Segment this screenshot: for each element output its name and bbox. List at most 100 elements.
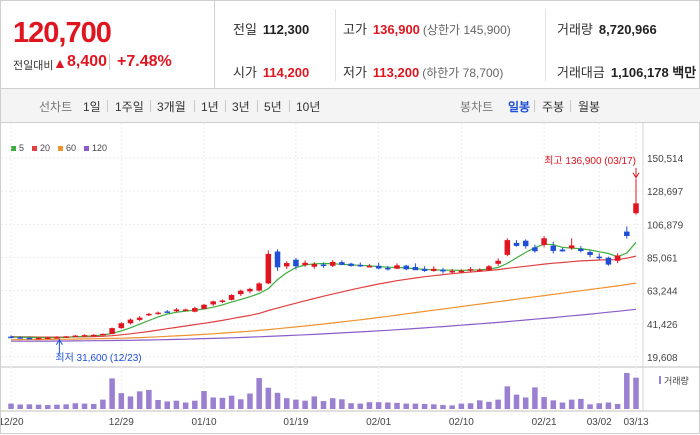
candle-body — [136, 317, 143, 320]
monthly-candle-button[interactable]: 월봉 — [578, 100, 601, 114]
y-tick-label: 41,426 — [647, 320, 678, 331]
candle-body — [559, 249, 566, 252]
volume-bar — [256, 378, 262, 409]
up-arrow-icon — [55, 338, 63, 346]
period-1w-button[interactable]: 1주일 — [115, 100, 144, 114]
open-label: 시가 — [233, 65, 257, 80]
volume-bar — [109, 378, 115, 409]
volume-bar — [26, 404, 33, 409]
candle-body — [201, 304, 207, 309]
volume-bar — [173, 400, 180, 409]
volume-bar — [403, 403, 409, 409]
legend-ma5: 5 — [11, 143, 24, 153]
candle-body — [329, 262, 336, 266]
volume-bar — [385, 402, 391, 409]
period-5y-button[interactable]: 5년 — [264, 100, 282, 114]
candle-body — [495, 260, 501, 264]
y-tick-label: 150,514 — [647, 154, 684, 165]
volume-value: 8,720,966 — [598, 22, 657, 37]
ma120-line — [11, 308, 637, 342]
divider — [257, 100, 258, 112]
volume-bar — [476, 400, 483, 409]
candle-body — [541, 238, 547, 245]
x-tick-label: 03/02 — [587, 417, 612, 428]
candle-body — [633, 203, 639, 214]
volume-bar — [100, 399, 106, 409]
candle-body — [192, 308, 198, 312]
divider — [545, 9, 546, 81]
price-box: 120,700 전일대비 ▲ 8,400 +7.48% — [1, 1, 215, 89]
legend-label: 120 — [92, 143, 108, 153]
candle-chart-title: 봉차트 — [460, 100, 494, 114]
candle-body — [26, 337, 33, 340]
candle-body — [385, 267, 391, 270]
candle-body — [339, 262, 345, 265]
volume-bar — [541, 397, 547, 409]
volume-bar — [155, 400, 161, 409]
candle-body — [440, 269, 446, 272]
open-value: 114,200 — [262, 65, 310, 80]
volume-bar — [320, 401, 327, 409]
trade-amount: 거래대금 1,106,178 백만 — [557, 62, 696, 81]
volume-bar — [421, 403, 428, 409]
volume-bar — [587, 404, 593, 409]
candle-body — [109, 328, 115, 334]
volume-bar — [247, 393, 253, 409]
candle-body — [467, 269, 474, 271]
prev-close-value: 112,300 — [262, 22, 310, 37]
high-price: 고가 136,900 (상한가 145,900) — [343, 19, 511, 38]
volume-bar — [302, 400, 308, 409]
candle-body — [624, 231, 630, 237]
weekly-candle-button[interactable]: 주봉 — [542, 100, 565, 114]
period-3y-button[interactable]: 3년 — [232, 100, 250, 114]
candle-body — [164, 311, 171, 313]
candle-body — [596, 256, 602, 259]
candle-body — [449, 270, 455, 273]
candle-body — [265, 253, 272, 284]
candle-body — [256, 283, 262, 291]
divider — [194, 100, 195, 112]
volume-bar — [81, 403, 88, 409]
ma20-line — [10, 255, 637, 338]
down-arrow-icon — [632, 172, 640, 179]
up-arrow-icon: ▲ — [53, 55, 67, 71]
volume-bar — [486, 401, 492, 409]
daily-candle-button[interactable]: 일봉 — [508, 100, 531, 114]
volume-bar — [45, 405, 51, 409]
low-value: 113,200 — [372, 65, 420, 80]
candle-body — [375, 265, 382, 269]
volume-bar — [633, 377, 639, 409]
candle-body — [210, 301, 216, 305]
candle-body — [486, 266, 492, 271]
high-value: 136,900 — [372, 22, 420, 37]
volume-bar — [568, 399, 575, 409]
candle-body — [614, 255, 621, 261]
legend-label: 60 — [66, 143, 77, 153]
volume-bar — [90, 403, 97, 409]
candle-body — [513, 242, 520, 246]
divider — [534, 100, 535, 112]
candle-body — [155, 312, 161, 315]
volume-bar — [192, 400, 198, 409]
divider — [107, 100, 108, 112]
candle-body — [81, 335, 88, 337]
candle-body — [228, 294, 235, 300]
volume-bar — [605, 402, 612, 409]
open-price: 시가 114,200 — [233, 62, 309, 81]
volume-legend-swatch — [659, 376, 661, 384]
candle-body — [173, 309, 180, 312]
period-1d-button[interactable]: 1일 — [83, 100, 101, 114]
period-1y-button[interactable]: 1년 — [201, 100, 219, 114]
divider — [289, 100, 290, 112]
legend-swatch — [11, 145, 16, 151]
period-10y-button[interactable]: 10년 — [296, 100, 321, 114]
volume-bar — [228, 395, 235, 409]
upper-limit: (상한가 145,900) — [422, 23, 511, 37]
volume-bar — [63, 404, 69, 409]
y-tick-label: 63,244 — [647, 287, 678, 298]
volume-bar — [596, 403, 602, 409]
period-3m-button[interactable]: 3개월 — [157, 100, 186, 114]
candle-body — [357, 264, 364, 267]
volume-bar — [467, 403, 474, 409]
